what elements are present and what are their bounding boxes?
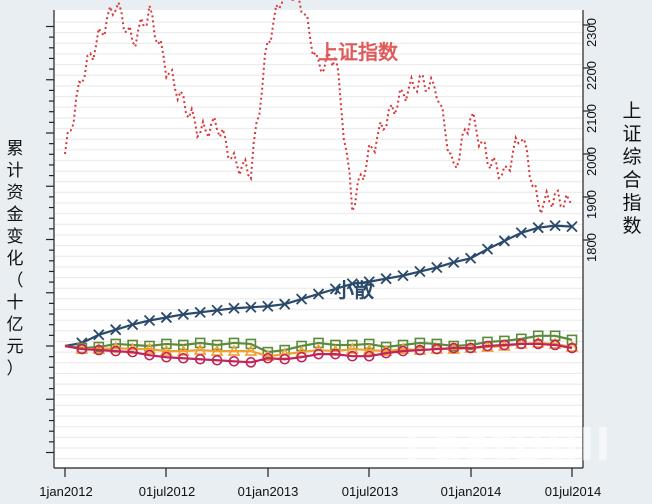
watermark-logo: FastBull <box>404 420 612 471</box>
x-tick-label: 01jul2013 <box>341 484 399 499</box>
y-right-tick-label: 2100 <box>584 104 599 133</box>
y-right-tick-label: 2000 <box>584 147 599 176</box>
y-axis-right-label: 上证综合指数 <box>622 100 642 237</box>
x-tick-label: 01jul2012 <box>138 484 196 499</box>
y-right-tick-label: 1900 <box>584 190 599 219</box>
y-right-tick-label: 1800 <box>584 233 599 262</box>
x-tick-label: 01jul2014 <box>544 484 602 499</box>
data-series <box>64 0 579 368</box>
y-right-tick-label: 2300 <box>584 18 599 47</box>
annotation-index: 上证指数 <box>318 40 398 64</box>
y-axis-left-label: 累计资金变化（十亿元） <box>6 139 24 379</box>
gridlines <box>54 21 583 460</box>
y-right-tick-label: 2200 <box>584 61 599 90</box>
x-tick-label: 01jan2014 <box>440 484 502 499</box>
x-tick-label: 01jan2013 <box>237 484 299 499</box>
axes-frame <box>46 10 590 477</box>
annotation-retail: 小散 <box>334 278 374 302</box>
x-tick-label: 1jan2012 <box>39 484 93 499</box>
